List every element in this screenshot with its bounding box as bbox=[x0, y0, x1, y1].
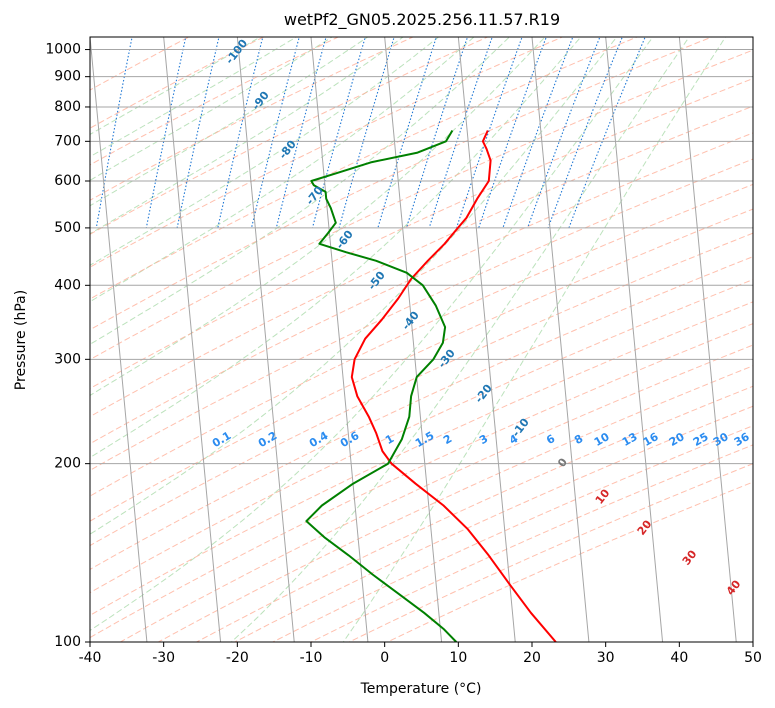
plot-frame bbox=[89, 36, 754, 643]
x-tick-label: -30 bbox=[152, 650, 175, 666]
dry-adiabat-line bbox=[90, 37, 713, 331]
x-axis-label: Temperature (°C) bbox=[360, 681, 482, 697]
dry-adiabat-line bbox=[90, 232, 753, 547]
y-tick-label: 400 bbox=[54, 277, 81, 293]
y-tick-label: 1000 bbox=[45, 42, 81, 58]
dry-adiabat-line bbox=[90, 158, 753, 471]
dry-adiabat-line bbox=[90, 256, 753, 570]
y-axis-ticks: 1000 900 800 700 600 500 400 300 200 100 bbox=[45, 42, 90, 650]
plot-area: -100-90-80-70-60-50-40-30-20-10010203040… bbox=[90, 37, 753, 642]
dry-adiabat-line bbox=[90, 37, 415, 201]
y-tick-label: 900 bbox=[54, 69, 81, 85]
dry-adiabats bbox=[90, 37, 753, 642]
isotherm-line bbox=[310, 37, 369, 642]
profile-line bbox=[305, 129, 458, 642]
dry-adiabat-line bbox=[195, 385, 753, 642]
moist-adiabat-line bbox=[90, 37, 546, 397]
x-tick-label: -10 bbox=[300, 650, 323, 666]
x-tick-label: 40 bbox=[670, 650, 688, 666]
dry-adiabat-line bbox=[90, 323, 753, 639]
dry-adiabat-line bbox=[90, 301, 753, 616]
dry-adiabat-line bbox=[90, 37, 265, 129]
profile-line bbox=[350, 130, 557, 642]
x-tick-label: -40 bbox=[79, 650, 102, 666]
x-tick-label: 0 bbox=[380, 650, 389, 666]
isotherm-line bbox=[678, 37, 737, 642]
y-tick-label: 800 bbox=[54, 99, 81, 115]
y-tick-label: 600 bbox=[54, 173, 81, 189]
isotherm-line bbox=[384, 37, 443, 642]
isotherm-line bbox=[90, 37, 148, 642]
isotherm-line bbox=[531, 37, 590, 642]
dry-adiabat-line bbox=[90, 183, 753, 497]
y-tick-label: 100 bbox=[54, 634, 81, 650]
chart-title: wetPf2_GN05.2025.256.11.57.R19 bbox=[284, 10, 560, 30]
x-tick-label: 20 bbox=[523, 650, 541, 666]
pressure-gridlines bbox=[90, 49, 753, 642]
y-axis-label: Pressure (hPa) bbox=[13, 290, 29, 390]
x-axis-ticks: -40 -30 -20 -10 0 10 20 30 40 50 bbox=[79, 642, 762, 666]
moist-adiabat-line bbox=[231, 37, 690, 642]
dry-adiabat-line bbox=[157, 365, 753, 642]
y-tick-label: 500 bbox=[54, 220, 81, 236]
isotherm-line bbox=[236, 37, 295, 642]
dry-adiabat-line bbox=[90, 132, 753, 445]
x-tick-label: 10 bbox=[449, 650, 467, 666]
isotherm-line bbox=[163, 37, 222, 642]
x-tick-label: -20 bbox=[226, 650, 249, 666]
moist-adiabat-line bbox=[90, 37, 369, 207]
x-tick-label: 50 bbox=[744, 650, 762, 666]
y-tick-label: 200 bbox=[54, 456, 81, 472]
dry-adiabat-line bbox=[90, 37, 190, 91]
dry-adiabat-line bbox=[90, 37, 489, 235]
moist-adiabat-line bbox=[90, 37, 404, 235]
y-tick-label: 700 bbox=[54, 133, 81, 149]
y-tick-label: 300 bbox=[54, 351, 81, 367]
moist-adiabat-line bbox=[90, 37, 298, 158]
moist-adiabat-line bbox=[90, 37, 262, 136]
isotherm-line bbox=[605, 37, 664, 642]
x-tick-label: 30 bbox=[597, 650, 615, 666]
profile-lines bbox=[305, 129, 557, 642]
isotherms bbox=[90, 37, 753, 642]
dry-adiabat-line bbox=[90, 49, 753, 361]
dry-adiabat-line bbox=[90, 105, 753, 418]
isotherm-line bbox=[457, 37, 516, 642]
